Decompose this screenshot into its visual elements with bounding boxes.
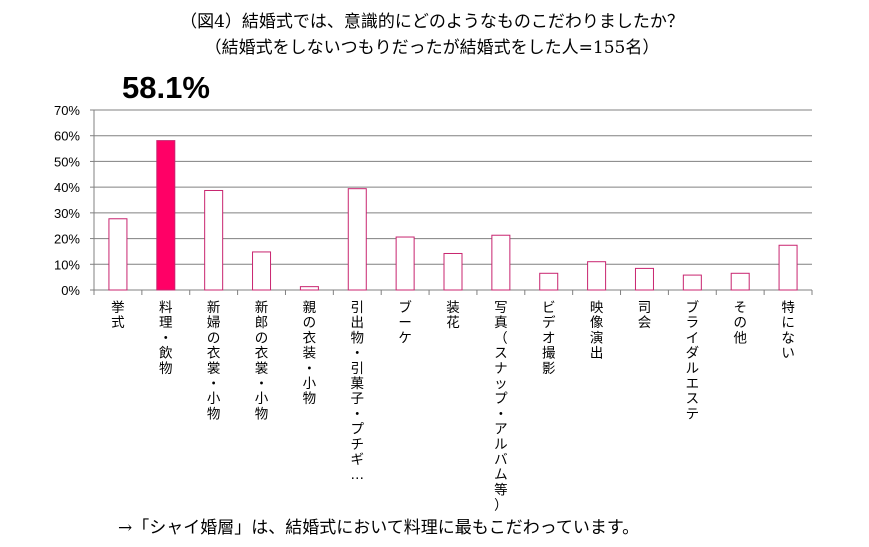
y-tick-label: 20% xyxy=(54,232,80,247)
bars xyxy=(108,140,798,291)
bar xyxy=(347,188,367,291)
category-label: 料理・飲物 xyxy=(159,300,173,377)
footnote: →「シャイ婚層」は、結婚式において料理に最もこだわっています。 xyxy=(118,518,639,538)
category-labels: 挙式 料理・飲物 新婦の衣裳・小物 新郎の衣裳・小物 親の衣装・小物 引出物・引菓子・プチ… xyxy=(111,299,795,514)
category-label: 挙式 xyxy=(111,300,125,331)
gridlines xyxy=(94,109,812,265)
category-label: 親の衣装・小物 xyxy=(303,300,317,407)
bar xyxy=(587,261,607,291)
y-tick-label: 40% xyxy=(54,180,80,195)
bar-highlighted xyxy=(156,140,176,291)
bar xyxy=(299,286,319,291)
category-label: 引出物・引菓子・プチギ… xyxy=(351,300,365,483)
bar xyxy=(443,252,463,291)
y-tick-label: 30% xyxy=(54,206,80,221)
bar xyxy=(778,244,798,291)
y-tick-label: 70% xyxy=(54,103,80,118)
category-label: 装花 xyxy=(446,300,460,331)
bar xyxy=(108,218,128,291)
bar xyxy=(395,236,415,291)
y-tick-label: 10% xyxy=(54,257,80,272)
y-tick-label: 60% xyxy=(54,129,80,144)
category-label: ブーケ xyxy=(398,299,412,346)
category-label: ビデオ撮影 xyxy=(542,300,556,377)
category-label: その他 xyxy=(733,300,747,346)
y-tick-label: 50% xyxy=(54,154,80,169)
bar xyxy=(252,251,272,291)
bar xyxy=(204,189,224,291)
bar xyxy=(539,272,559,291)
category-label: 新郎の衣裳・小物 xyxy=(255,300,269,422)
bar xyxy=(730,272,750,291)
bar xyxy=(682,274,702,291)
chart-title-line1: （図4）結婚式では、意識的にどのようなものこだわりましたか？ xyxy=(180,12,684,32)
category-label: 司会 xyxy=(638,300,652,331)
bar xyxy=(491,234,511,291)
y-tick-label: 0% xyxy=(61,283,80,298)
highlight-value-label: 58.1% xyxy=(122,70,210,105)
category-label: 特にない xyxy=(781,300,795,362)
chart-title-line2: （結婚式をしないつもりだったが結婚式をした人=155名） xyxy=(205,38,660,58)
category-label: 写真（スナップ・アルバム等） xyxy=(494,300,508,514)
category-label: ブライダルエステ xyxy=(686,299,700,422)
category-label: 映像演出 xyxy=(590,300,604,362)
category-label: 新婦の衣裳・小物 xyxy=(207,300,221,422)
bar xyxy=(634,267,654,291)
